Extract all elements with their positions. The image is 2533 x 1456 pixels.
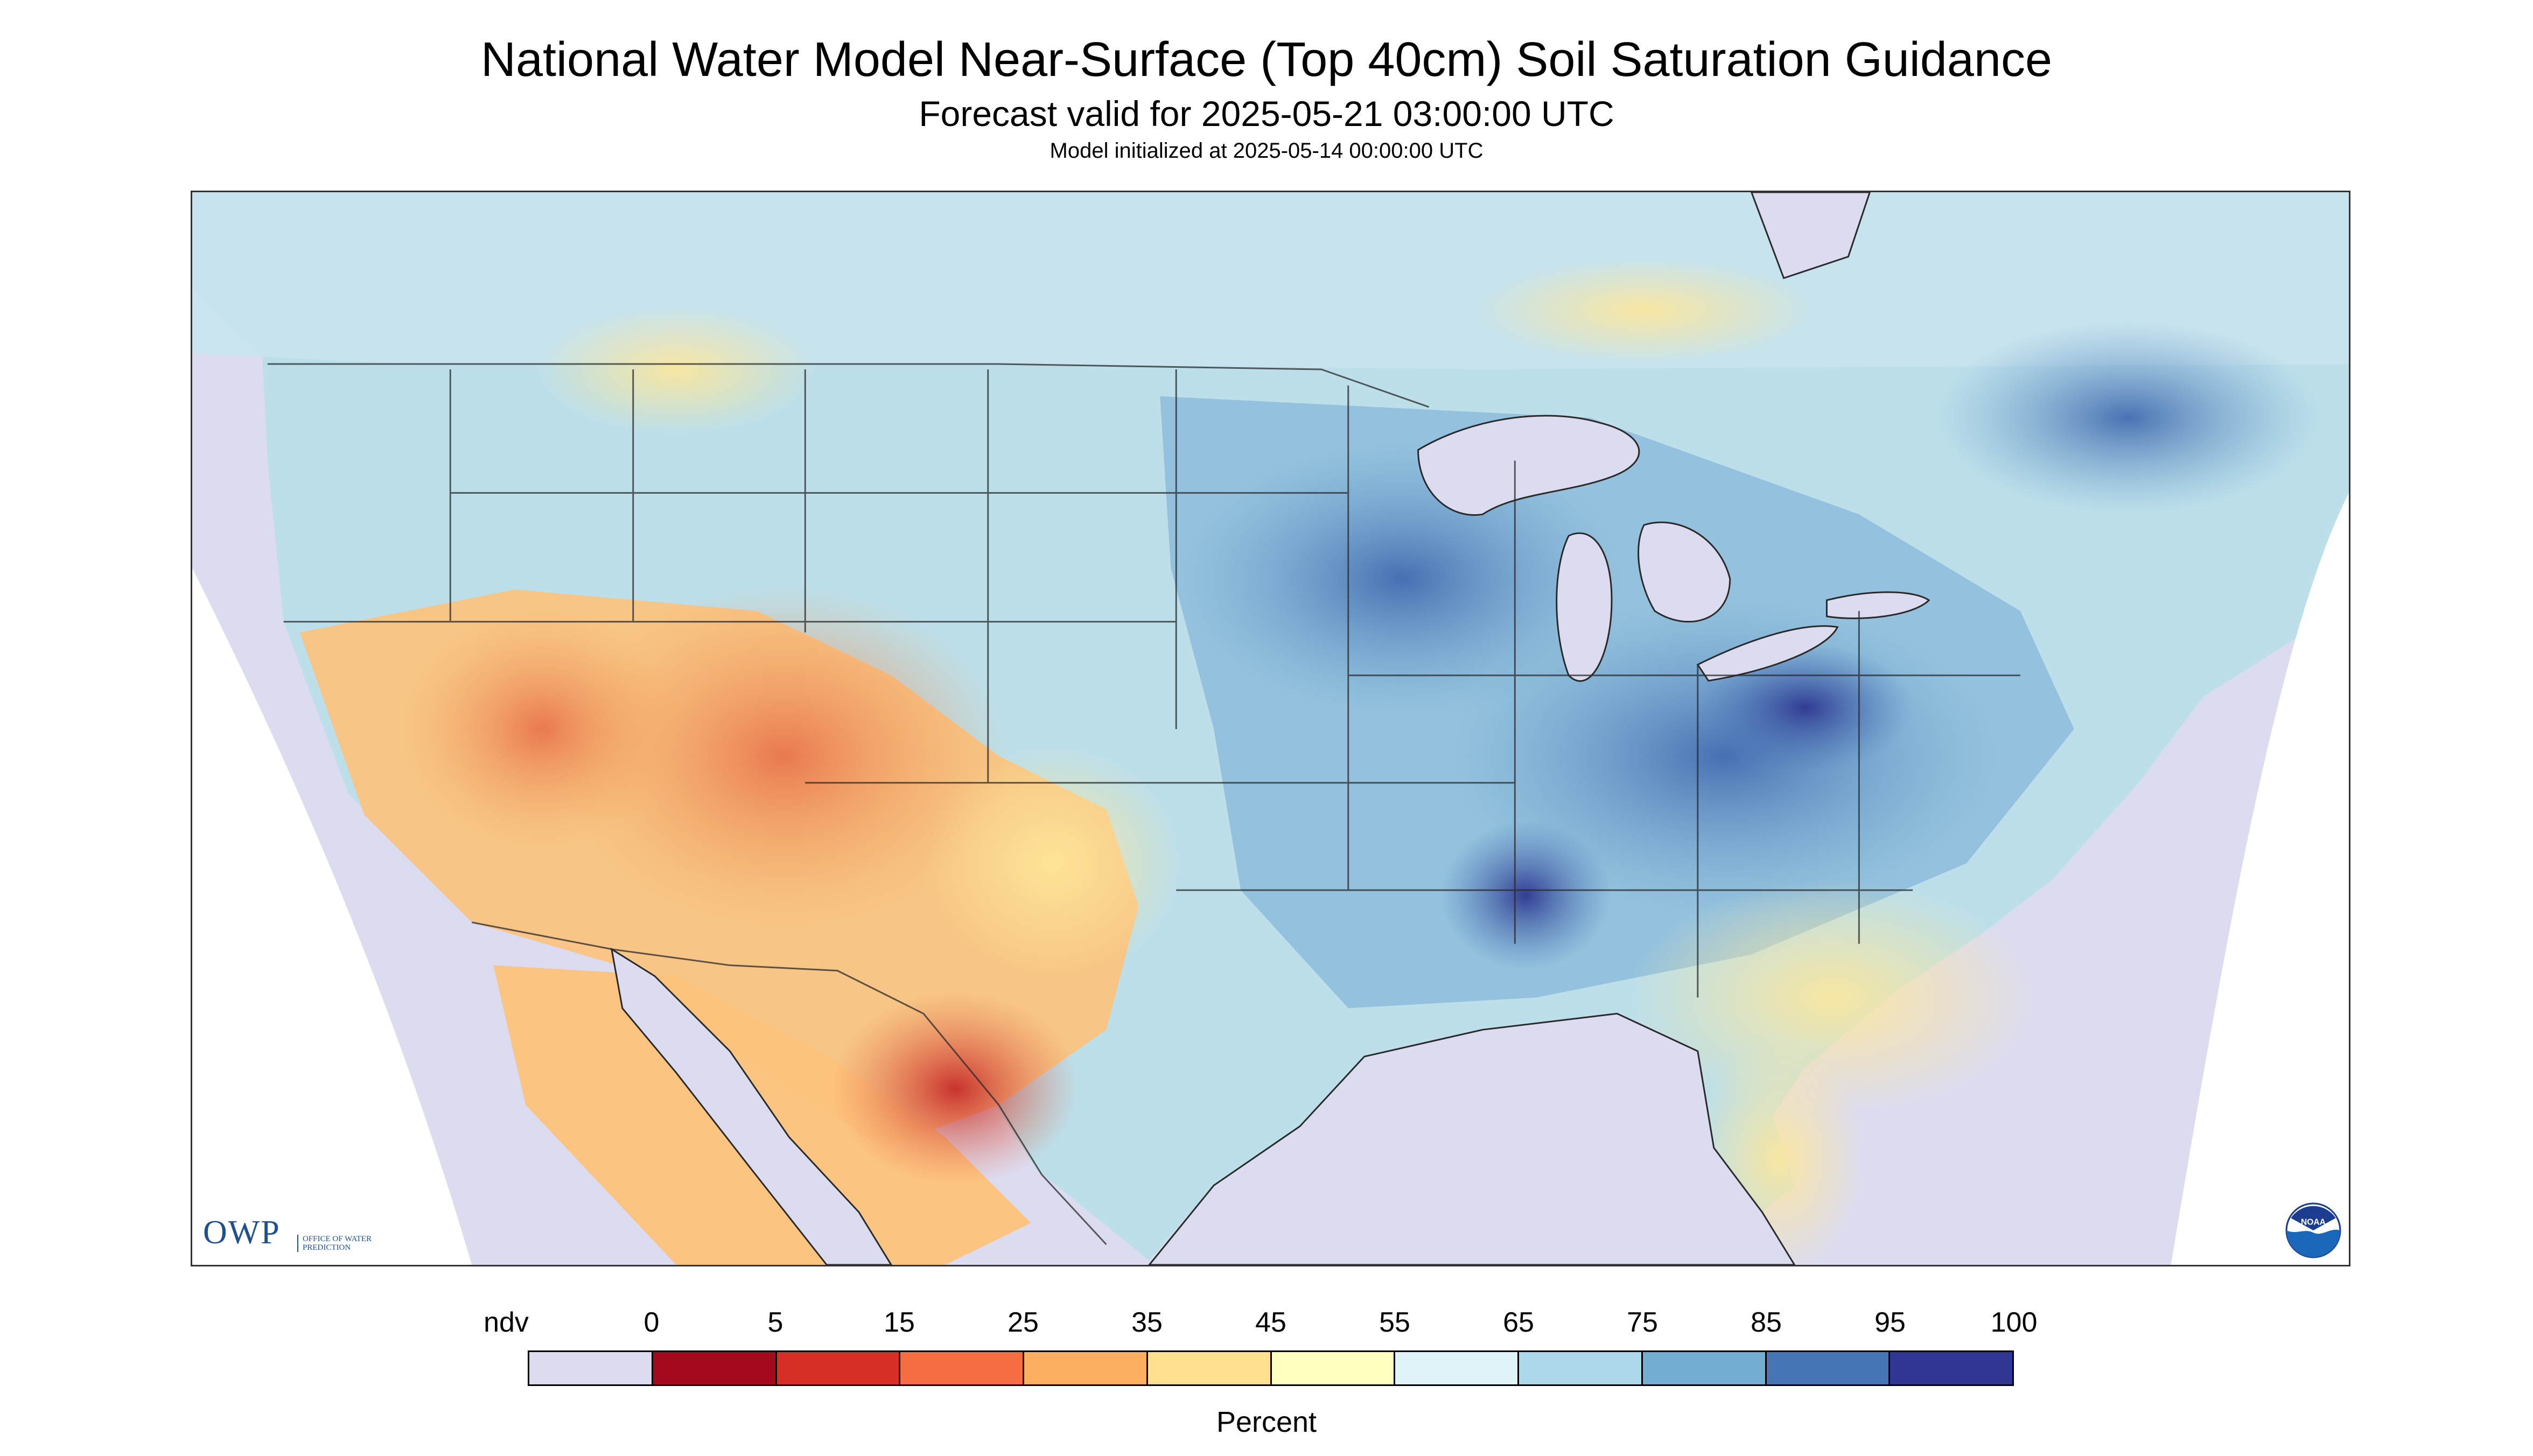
colorbar-swatch-10 — [1766, 1352, 1891, 1384]
colorbar-swatch-2 — [776, 1352, 901, 1384]
colorbar-swatch-1 — [653, 1352, 777, 1384]
canada-moderate-zone — [1472, 256, 1816, 365]
legend-tick-45: 45 — [1255, 1307, 1286, 1338]
great-lakes — [1417, 192, 1930, 682]
legend-tick-15: 15 — [884, 1307, 915, 1338]
colorbar-swatch-7 — [1395, 1352, 1519, 1384]
legend-tick-ndv: ndv — [484, 1307, 529, 1338]
legend-tick-25: 25 — [1007, 1307, 1039, 1338]
legend-tick-35: 35 — [1131, 1307, 1163, 1338]
model-init-line: Model initialized at 2025-05-14 00:00:00… — [1049, 139, 1484, 163]
colorbar-swatch-3 — [900, 1352, 1024, 1384]
owp-logo-text: OWP — [203, 1214, 281, 1251]
northwest-moderate-zone — [536, 305, 816, 434]
owp-logo-subtext: OFFICE OF WATER PREDICTION — [297, 1235, 378, 1252]
lake-superior — [1417, 415, 1640, 516]
legend-tick-65: 65 — [1503, 1307, 1534, 1338]
chart-subtitle: Forecast valid for 2025-05-21 03:00:00 U… — [919, 94, 1614, 134]
plains-moderate-zone — [923, 745, 1182, 982]
legend-tick-55: 55 — [1379, 1307, 1410, 1338]
soil-saturation-map — [192, 192, 2349, 1265]
state-lines-vertical — [449, 369, 1860, 998]
gulf-of-mexico — [1148, 1012, 1796, 1265]
outside-projection-right — [2171, 493, 2349, 1265]
very-dry-core-mexico — [832, 992, 1080, 1186]
legend-tick-75: 75 — [1627, 1307, 1658, 1338]
dry-core-four-corners — [557, 584, 1010, 928]
noaa-logo-text: NOAA — [2301, 1218, 2326, 1227]
oceans — [610, 947, 1796, 1265]
lake-michigan — [1556, 532, 1613, 682]
colorbar-swatch-6 — [1271, 1352, 1396, 1384]
colorbar-swatch-5 — [1147, 1352, 1272, 1384]
southeast-moderate-zone — [1628, 879, 2037, 1116]
borders — [267, 363, 2020, 1245]
legend-tick-100: 100 — [1990, 1307, 2038, 1338]
legend-unit-label: Percent — [1216, 1406, 1317, 1438]
legend-tick-5: 5 — [767, 1307, 783, 1338]
dry-core-nevada — [402, 611, 682, 848]
colorbar-swatch-11 — [1890, 1352, 2012, 1384]
map-panel: OWP OFFICE OF WATER PREDICTION NOAA — [191, 191, 2350, 1266]
legend-tick-85: 85 — [1751, 1307, 1782, 1338]
lake-erie — [1696, 625, 1839, 682]
outside-projection-left — [192, 568, 472, 1265]
chart-title: National Water Model Near-Surface (Top 4… — [480, 33, 2052, 87]
lake-huron — [1638, 521, 1731, 623]
us-mexico-border — [471, 921, 1107, 1245]
state-lines-horizontal — [283, 492, 2020, 891]
noaa-logo: NOAA — [2285, 1202, 2341, 1258]
legend-tick-0: 0 — [643, 1307, 660, 1338]
colorbar-swatch-8 — [1519, 1352, 1643, 1384]
lake-ontario — [1825, 591, 1930, 619]
owp-logo: OWP OFFICE OF WATER PREDICTION — [203, 1209, 375, 1257]
legend-tick-95: 95 — [1874, 1307, 1906, 1338]
wet-core-quebec — [1934, 321, 2322, 515]
land-layer — [192, 192, 2349, 1265]
colorbar — [528, 1350, 2014, 1386]
gulf-of-california — [610, 947, 892, 1265]
colorbar-swatch-0 — [529, 1352, 653, 1384]
very-wet-core-mississippi — [1439, 820, 1612, 971]
hudson-bay — [1751, 192, 1871, 279]
colorbar-swatch-4 — [1024, 1352, 1148, 1384]
colorbar-swatch-9 — [1642, 1352, 1767, 1384]
us-canada-border — [267, 363, 1430, 408]
